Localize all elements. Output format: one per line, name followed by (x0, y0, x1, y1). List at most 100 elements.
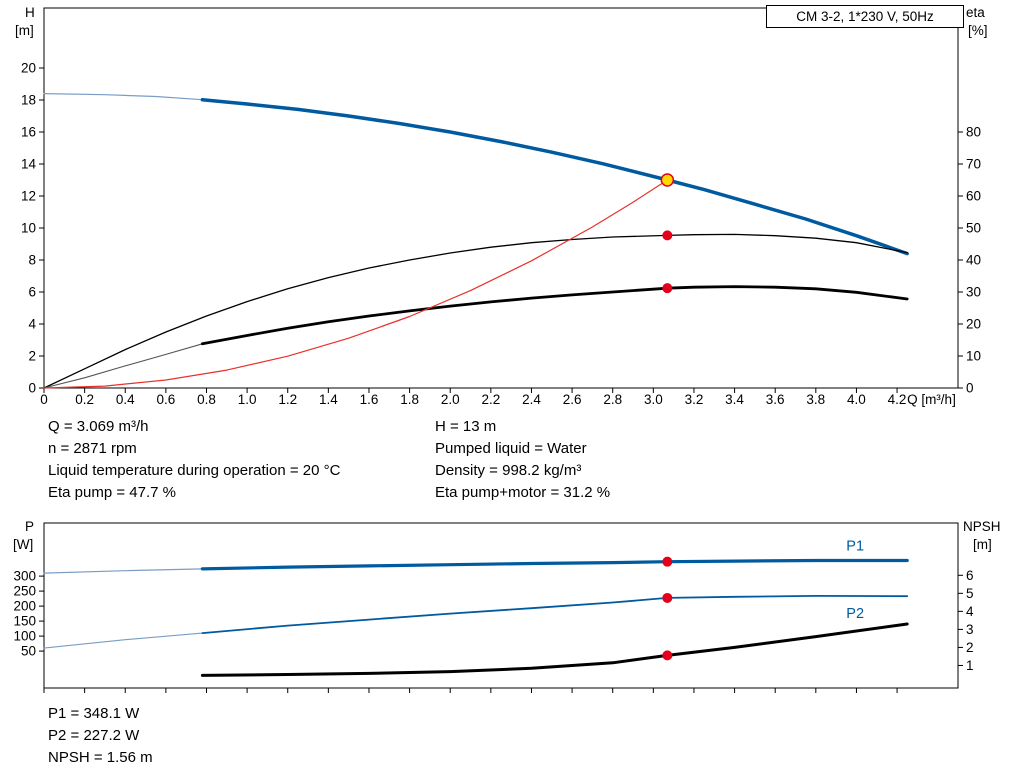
x-tick-label: 1.4 (319, 392, 338, 407)
x-tick-label: 3.6 (766, 392, 785, 407)
y-right-tick-label: 5 (966, 586, 974, 601)
y-left-tick-label: 16 (21, 125, 36, 140)
info-flow: Q = 3.069 m³/h (48, 418, 149, 435)
x-axis-unit: Q [m³/h] (907, 392, 956, 407)
y-right-tick-label: 70 (966, 157, 981, 172)
npsh-axis-title: NPSH (963, 519, 1001, 534)
x-tick-label: 3.2 (685, 392, 704, 407)
p2-curve (201, 595, 909, 634)
hq-curve (200, 97, 909, 256)
y-left-tick-label: 200 (13, 599, 36, 614)
y-left-tick-label: 6 (28, 285, 36, 300)
y-left-tick-label: 20 (21, 61, 36, 76)
y-left-tick-label: 18 (21, 93, 36, 108)
p2-curve-lead (43, 632, 203, 649)
eta-pump-motor-curve (200, 285, 909, 346)
y-right-tick-label: 40 (966, 253, 981, 268)
info-npsh: NPSH = 1.56 m (48, 749, 153, 766)
x-tick-label: 3.8 (806, 392, 825, 407)
x-tick-label: 0.6 (156, 392, 175, 407)
y-right-tick-label: 30 (966, 285, 981, 300)
x-tick-label: 4.2 (888, 392, 907, 407)
plot-border (43, 7, 959, 389)
info-p2: P2 = 227.2 W (48, 727, 140, 744)
eta-pump-point (662, 230, 673, 241)
y-left-tick-label: 10 (21, 221, 36, 236)
x-tick-label: 0.2 (75, 392, 94, 407)
eta-pump-motor-lead (43, 343, 203, 389)
eta-axis-title: eta (966, 5, 985, 20)
x-tick-label: 1.8 (400, 392, 419, 407)
p-axis-title: P (25, 519, 35, 534)
x-tick-label: 1.0 (238, 392, 257, 407)
p1-point (662, 556, 673, 567)
x-tick-label: 0 (40, 392, 48, 407)
y-right-tick-label: 60 (966, 189, 981, 204)
eta-axis-unit: [%] (968, 23, 988, 38)
h-axis-unit: [m] (15, 23, 34, 38)
series-label: P1 (846, 539, 864, 555)
info-p1: P1 = 348.1 W (48, 705, 140, 722)
y-right-tick-label: 10 (966, 349, 981, 364)
x-tick-label: 3.0 (644, 392, 663, 407)
npsh-curve (200, 622, 909, 677)
x-tick-label: 3.4 (725, 392, 744, 407)
x-tick-label: 0.4 (116, 392, 135, 407)
y-right-tick-label: 4 (966, 604, 974, 619)
h-axis-title: H (25, 5, 35, 20)
x-tick-label: 1.2 (278, 392, 297, 407)
hq-eta-chart: 0 2 4 6 8 10 12 14 16 18 20 0 10 20 30 40 50 60 70 80 0 0.2 0.… (21, 7, 981, 407)
eta-pump-curve (43, 233, 908, 389)
x-tick-label: 1.6 (360, 392, 379, 407)
y-left-tick-label: 250 (13, 584, 36, 599)
x-tick-label: 2.6 (563, 392, 582, 407)
p1-curve (200, 558, 909, 571)
y-right-tick-label: 80 (966, 125, 981, 140)
x-tick-label: 2.4 (522, 392, 541, 407)
y-right-tick-label: 1 (966, 658, 974, 673)
y-right-tick-label: 0 (966, 381, 974, 396)
y-left-tick-label: 2 (28, 349, 36, 364)
y-right-tick-label: 20 (966, 317, 981, 332)
duty-point (660, 173, 675, 187)
info-speed: n = 2871 rpm (48, 440, 137, 457)
info-liquid-temp: Liquid temperature during operation = 20… (48, 462, 341, 479)
x-tick-label: 2.2 (481, 392, 500, 407)
y-left-tick-label: 4 (28, 317, 36, 332)
y-left-tick-label: 12 (21, 189, 36, 204)
npsh-axis-unit: [m] (973, 537, 992, 552)
eta-pump-motor-point (662, 283, 673, 294)
info-pumped-liquid: Pumped liquid = Water (435, 440, 587, 457)
pump-title-box: CM 3-2, 1*230 V, 50Hz (766, 5, 964, 28)
y-right-tick-label: 6 (966, 568, 974, 583)
p2-point (662, 592, 673, 603)
y-right-tick-label: 2 (966, 640, 974, 655)
series-label: P2 (846, 606, 864, 622)
y-left-tick-label: 0 (28, 381, 36, 396)
info-head: H = 13 m (435, 418, 497, 435)
hq-curve-lead (43, 92, 203, 101)
y-left-tick-label: 300 (13, 569, 36, 584)
x-tick-label: 4.0 (847, 392, 866, 407)
info-eta-pump-motor: Eta pump+motor = 31.2 % (435, 484, 611, 501)
x-tick-label: 0.8 (197, 392, 216, 407)
y-right-tick-label: 3 (966, 622, 974, 637)
system-curve (43, 179, 668, 389)
y-left-tick-label: 14 (21, 157, 37, 172)
info-density: Density = 998.2 kg/m³ (435, 462, 582, 479)
p1-curve-lead (43, 568, 203, 574)
y-left-tick-label: 150 (13, 614, 36, 629)
npsh-point (662, 650, 673, 661)
y-left-tick-label: 100 (13, 629, 36, 644)
y-left-tick-label: 50 (21, 644, 36, 659)
y-right-tick-label: 50 (966, 221, 981, 236)
info-eta-pump: Eta pump = 47.7 % (48, 484, 176, 501)
y-left-tick-label: 8 (28, 253, 36, 268)
p-axis-unit: [W] (13, 537, 34, 552)
x-tick-label: 2.0 (441, 392, 460, 407)
x-tick-label: 2.8 (603, 392, 622, 407)
plot-border (43, 522, 959, 689)
